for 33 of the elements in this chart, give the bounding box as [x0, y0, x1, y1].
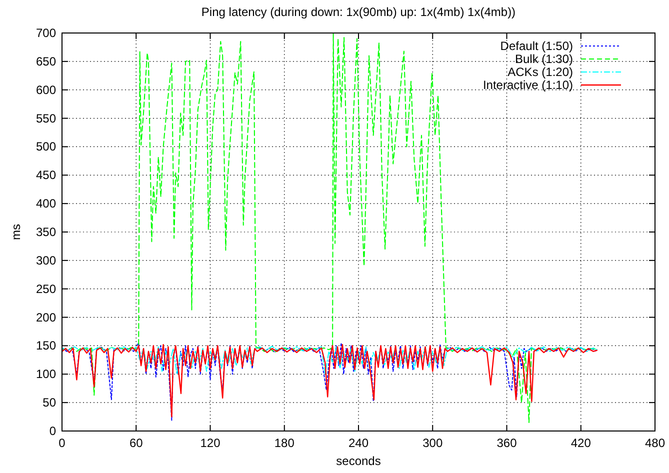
y-tick-label: 150 [36, 338, 56, 353]
y-axis-title: ms [9, 224, 23, 240]
x-tick-label: 420 [570, 436, 592, 450]
legend-label: Default (1:50) [500, 39, 574, 53]
x-tick-label: 480 [644, 436, 666, 450]
y-tick-label: 500 [36, 140, 56, 154]
y-tick-label: 350 [36, 225, 56, 239]
x-tick-label: 180 [274, 436, 295, 450]
x-tick-label: 360 [496, 436, 518, 450]
line-series [62, 346, 598, 375]
y-tick-label: 650 [36, 54, 56, 68]
x-tick-label: 60 [129, 436, 144, 450]
chart-title: Ping latency (during down: 1x(90mb) up: 1x(4mb) 1x(4mb)) [201, 5, 516, 19]
x-tick-label: 0 [58, 436, 66, 450]
y-tick-label: 100 [36, 367, 56, 382]
y-tick-label: 0 [49, 424, 56, 438]
legend-label: Interactive (1:10) [482, 78, 573, 92]
y-tick-label: 700 [36, 26, 56, 40]
legend-label: ACKs (1:20) [508, 65, 573, 79]
y-tick-label: 200 [36, 310, 56, 324]
line-series [62, 33, 596, 423]
x-tick-label: 240 [348, 436, 369, 450]
x-axis-title: seconds [336, 454, 381, 468]
x-tick-label: 300 [422, 436, 443, 450]
y-tick-label: 600 [36, 82, 56, 97]
legend-label: Bulk (1:30) [514, 52, 573, 66]
y-tick-label: 550 [36, 111, 56, 126]
x-tick-label: 120 [200, 436, 221, 450]
y-tick-label: 300 [36, 253, 56, 268]
y-tick-label: 400 [36, 196, 56, 211]
y-tick-label: 250 [36, 282, 56, 296]
y-tick-label: 450 [36, 168, 56, 182]
y-tick-label: 50 [42, 396, 56, 410]
